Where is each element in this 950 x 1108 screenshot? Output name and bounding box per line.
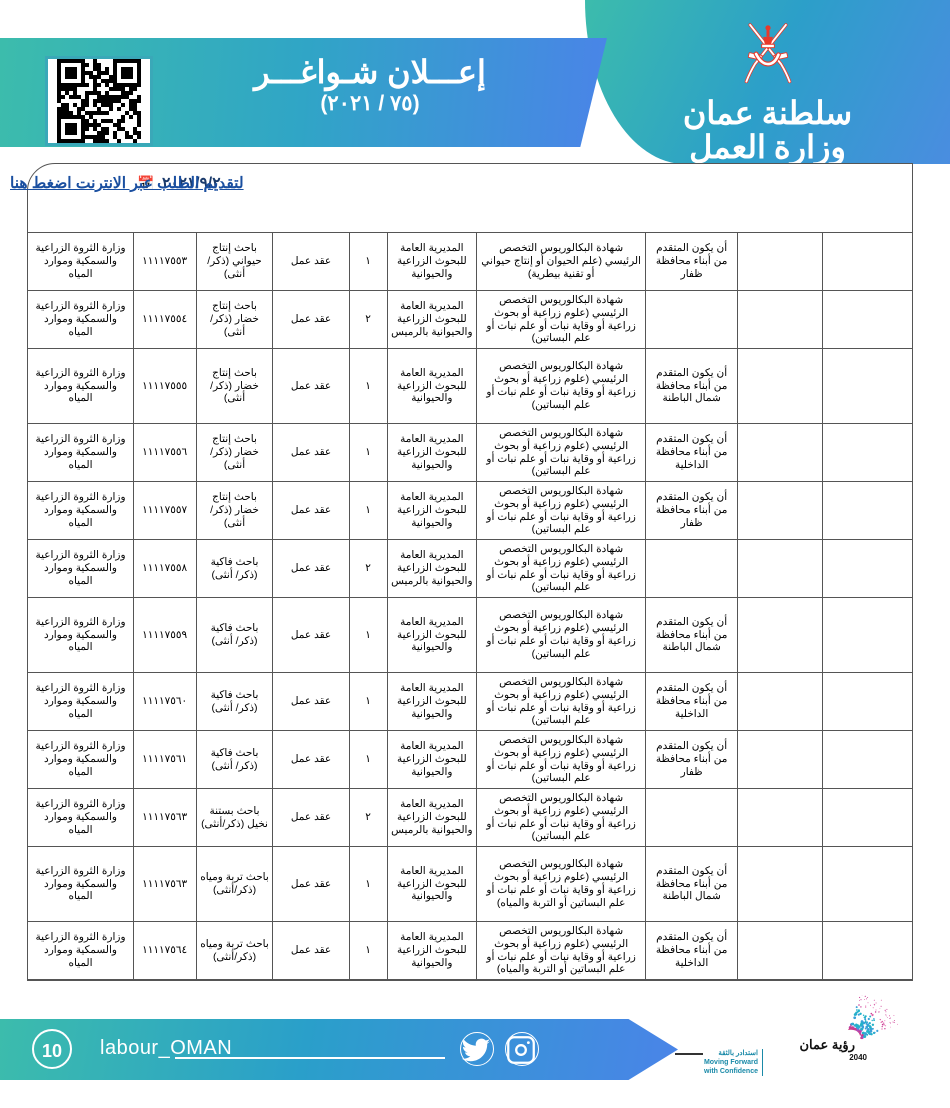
- svg-text:2040: 2040: [849, 1053, 867, 1062]
- svg-text:رؤية عمان: رؤية عمان: [799, 1037, 855, 1053]
